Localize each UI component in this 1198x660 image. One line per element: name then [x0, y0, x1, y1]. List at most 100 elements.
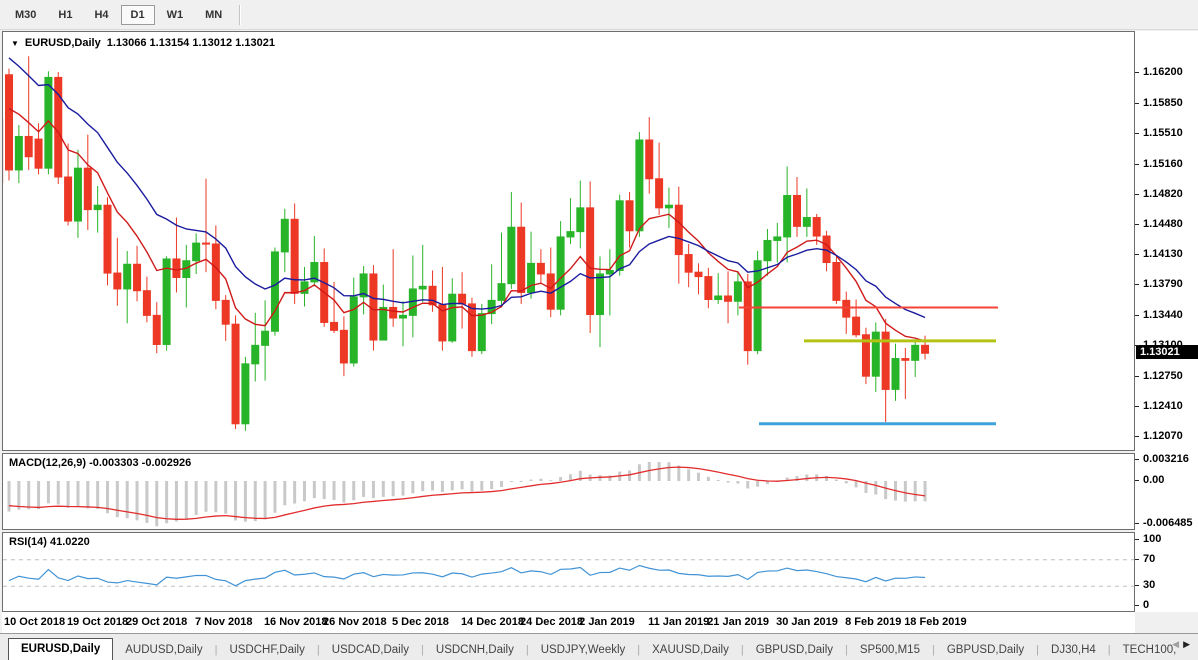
macd-chart [7, 461, 927, 527]
tab-divider: | [1036, 644, 1040, 656]
tab-divider: | [637, 644, 641, 656]
date-label: 10 Oct 2018 [4, 616, 66, 628]
macd-indicator-pane[interactable]: MACD(12,26,9) -0.003303 -0.002926 [2, 453, 1135, 530]
price-tick [1135, 193, 1139, 195]
price-label: 1.14480 [1143, 217, 1183, 230]
current-price-badge: 1.13021 [1136, 345, 1198, 360]
toolbar-separator [239, 4, 242, 25]
date-label: 11 Jan 2019 [648, 616, 710, 628]
chart-tab-gbpusd-daily[interactable]: GBPUSD,Daily [946, 644, 1025, 656]
rsi-label: 30 [1143, 579, 1156, 592]
price-tick [1135, 315, 1139, 317]
rsi-tick [1135, 605, 1139, 606]
candlestick-chart [3, 56, 998, 431]
price-label: 1.15510 [1143, 126, 1183, 139]
price-label: 1.13100 [1143, 339, 1183, 352]
macd-tick [1135, 522, 1139, 524]
rsi-chart [3, 559, 1134, 587]
chart-tab-usdcnh-daily[interactable]: USDCNH,Daily [435, 644, 514, 656]
rsi-tick [1135, 585, 1139, 587]
price-label: 1.14130 [1143, 248, 1183, 261]
price-chart-pane[interactable]: ▼ EURUSD,Daily 1.13066 1.13154 1.13012 1… [2, 31, 1135, 451]
chart-tabbar: EURUSD,Daily AUDUSD,Daily | USDCHF,Daily | US… [0, 633, 1198, 660]
price-tick [1135, 102, 1139, 104]
timeframe-button-d1[interactable]: D1 [120, 4, 155, 25]
timeframe-button-mn[interactable]: MN [205, 8, 223, 21]
date-label: 16 Nov 2018 [263, 616, 328, 628]
chart-tab-eurusd-daily[interactable]: EURUSD,Daily [8, 638, 114, 660]
date-label: 29 Oct 2018 [126, 616, 188, 628]
price-label: 1.12750 [1143, 370, 1183, 383]
chart-tab-usdcad-daily[interactable]: USDCAD,Daily [331, 644, 410, 656]
date-label: 7 Nov 2018 [195, 616, 253, 628]
price-tick [1135, 376, 1139, 378]
price-tick [1135, 254, 1139, 256]
price-tick [1135, 406, 1139, 408]
macd-label: 0.00 [1143, 474, 1165, 486]
date-label: 8 Feb 2019 [845, 616, 902, 628]
chart-title: ▼ EURUSD,Daily 1.13066 1.13154 1.13012 1… [11, 37, 275, 49]
tab-divider: | [740, 644, 744, 656]
price-tick [1135, 72, 1139, 73]
tab-scroll-arrows: ◀▶ [1172, 639, 1194, 650]
rsi-indicator-pane[interactable]: RSI(14) 41.0220 [2, 532, 1135, 612]
date-label: 2 Jan 2019 [579, 616, 635, 628]
date-axis[interactable]: 10 Oct 2018 19 Oct 2018 29 Oct 2018 7 Nov 2… [2, 612, 1135, 633]
price-tick [1135, 132, 1139, 134]
macd-label: 0.003216 [1143, 452, 1189, 465]
price-tick [1135, 223, 1139, 225]
tab-divider: | [931, 644, 935, 656]
price-tick [1135, 436, 1139, 437]
timeframe-buttons: M30 H1 H4 D1 W1 MN [4, 4, 233, 25]
tab-divider: | [525, 644, 529, 656]
price-label: 1.15160 [1143, 157, 1183, 170]
tab-scroll-left-icon[interactable]: ◀ [1172, 639, 1184, 649]
chart-tab-sp500-m15[interactable]: SP500,M15 [859, 644, 920, 656]
date-label: 30 Jan 2019 [776, 616, 838, 628]
tab-divider: | [845, 644, 848, 656]
date-label: 18 Feb 2019 [904, 616, 967, 628]
date-label: 24 Dec 2018 [520, 616, 584, 628]
price-label: 1.14820 [1143, 187, 1183, 200]
macd-tick [1135, 480, 1139, 481]
chart-tab-audusd-daily[interactable]: AUDUSD,Daily [125, 644, 203, 656]
price-label: 1.13440 [1143, 309, 1183, 322]
price-tick [1135, 284, 1139, 286]
date-label: 5 Dec 2018 [392, 616, 449, 628]
price-tick [1135, 345, 1139, 347]
price-label: 1.13790 [1143, 278, 1183, 291]
timeframe-button-m30[interactable]: M30 [15, 8, 37, 21]
chart-tab-gbpusd-daily[interactable]: GBPUSD,Daily [755, 644, 834, 656]
chart-tab-xauusd-daily[interactable]: XAUUSD,Daily [652, 644, 729, 656]
timeframe-button-h4[interactable]: H4 [94, 8, 109, 21]
timeframe-toolbar: M30 H1 H4 D1 W1 MN [0, 0, 1198, 30]
tab-divider: | [214, 644, 218, 656]
chart-tab-tech100[interactable]: TECH100, [1122, 644, 1177, 656]
rsi-label: 70 [1143, 552, 1156, 565]
price-label: 1.12070 [1143, 430, 1183, 442]
chart-tab-usdjpy-weekly[interactable]: USDJPY,Weekly [540, 644, 626, 656]
rsi-label: 0 [1143, 599, 1150, 611]
timeframe-button-h1[interactable]: H1 [58, 8, 73, 21]
rsi-label: 100 [1143, 533, 1162, 545]
price-tick [1135, 163, 1139, 165]
timeframe-button-w1[interactable]: W1 [166, 8, 184, 21]
chart-symbol-label: EURUSD,Daily [24, 37, 101, 49]
rsi-tick [1135, 558, 1139, 560]
chart-ohlc-values: 1.13066 1.13154 1.13012 1.13021 [106, 37, 275, 49]
chart-tab-dj30-h4[interactable]: DJ30,H4 [1051, 644, 1096, 656]
chevron-down-icon[interactable]: ▼ [11, 38, 19, 48]
price-axis[interactable]: 1.13021 1.16200 1.15850 1.15510 1.15160 1.14… [1135, 31, 1198, 612]
tab-divider: | [1107, 644, 1111, 656]
date-label: 26 Nov 2018 [323, 616, 387, 628]
price-label: 1.15850 [1143, 96, 1183, 109]
price-label: 1.12410 [1143, 400, 1183, 413]
tab-divider: | [316, 644, 320, 656]
date-label: 14 Dec 2018 [460, 616, 524, 628]
macd-label: -0.006485 [1143, 516, 1193, 529]
date-label: 21 Jan 2019 [707, 616, 769, 628]
tab-scroll-right-icon[interactable]: ▶ [1183, 639, 1194, 649]
chart-tab-usdchf-daily[interactable]: USDCHF,Daily [229, 644, 305, 656]
rsi-tick [1135, 539, 1139, 540]
